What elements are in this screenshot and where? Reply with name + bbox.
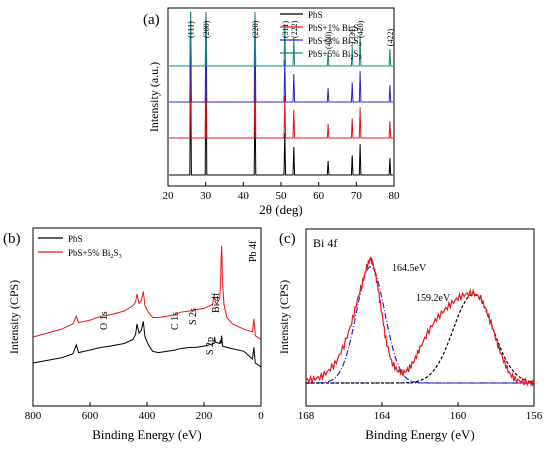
annotation-s2s: S 2s bbox=[188, 308, 199, 325]
legend-label-0: PbS bbox=[308, 10, 323, 20]
fit-curve-2 bbox=[306, 293, 535, 384]
annotation-peak-1: 164.5eV bbox=[392, 263, 427, 274]
peak-label-5: (400) bbox=[324, 31, 333, 49]
annotation-s2p: S 2p bbox=[205, 337, 216, 355]
annotation-c1s: C 1s bbox=[170, 312, 181, 330]
x-tick-label-0: 168 bbox=[298, 410, 315, 422]
annotation-pb4f: Pb 4f bbox=[248, 240, 259, 262]
panel-a-series-group bbox=[169, 11, 393, 176]
annotation-peak-2: 159.2eV bbox=[416, 293, 451, 304]
panel-c-ylabel: Intensity (CPS) bbox=[277, 280, 291, 354]
x-tick-label-3: 50 bbox=[276, 190, 288, 202]
panel-b-series-group bbox=[32, 245, 262, 368]
x-tick-label-6: 80 bbox=[389, 190, 401, 202]
peak-label-0: (111) bbox=[187, 21, 196, 38]
legend-label-1: PbS+5% Bi2S3 bbox=[68, 248, 122, 260]
series-line-3 bbox=[169, 11, 393, 67]
x-tick-label-0: 20 bbox=[163, 190, 175, 202]
peak-label-1: (200) bbox=[202, 20, 211, 38]
x-tick-label-4: 60 bbox=[313, 190, 325, 202]
measured-line bbox=[305, 256, 535, 387]
fit-curve-1 bbox=[306, 266, 534, 384]
panel-c-xlabel: Binding Energy (eV) bbox=[365, 427, 475, 442]
panel-b-label: (b) bbox=[3, 231, 21, 247]
series-line-1 bbox=[32, 245, 262, 341]
panel-c: (c) Bi 4f 168 164 160 156 Intensity (CPS) B… bbox=[277, 228, 543, 442]
annotation-bi4f: Bi 4f bbox=[211, 292, 222, 313]
annotation-o1s: O 1s bbox=[99, 311, 110, 330]
x-tick-label-2: 400 bbox=[139, 410, 156, 422]
peak-label-7: (420) bbox=[356, 20, 365, 38]
legend-label-2: PbS+3% Bi2S3 bbox=[308, 36, 362, 48]
x-tick-label-2: 160 bbox=[450, 410, 467, 422]
x-tick-label-3: 200 bbox=[196, 410, 213, 422]
panel-a-x-ticks: 20 30 40 50 60 70 80 bbox=[163, 182, 401, 202]
series-line-0 bbox=[32, 321, 262, 368]
panel-b-legend: PbS PbS+5% Bi2S3 bbox=[38, 234, 122, 260]
legend-label-0: PbS bbox=[68, 234, 83, 244]
legend-label-3: PbS+5% Bi2S3 bbox=[308, 49, 362, 61]
x-tick-label-3: 156 bbox=[526, 410, 543, 422]
panel-a-xlabel: 2θ (deg) bbox=[259, 202, 302, 217]
panel-b-x-ticks: 800 600 400 200 0 bbox=[25, 402, 264, 422]
panel-b-annotations: O 1s C 1s S 2s Bi 4f S 2p Pb 4f bbox=[99, 240, 259, 355]
panel-a-label: (a) bbox=[143, 12, 160, 28]
panel-c-series-group bbox=[305, 256, 535, 387]
peak-label-4: (222) bbox=[290, 20, 299, 38]
peak-label-3: (311) bbox=[281, 21, 290, 38]
panel-c-frame bbox=[305, 228, 535, 407]
legend-label-1: PbS+1% Bi2S3 bbox=[308, 23, 362, 35]
panel-b: (b) 800 600 400 200 0 Intensity (CPS) Bindin… bbox=[3, 227, 264, 442]
panel-c-x-ticks: 168 164 160 156 bbox=[298, 402, 543, 422]
x-tick-label-4: 0 bbox=[258, 410, 264, 422]
x-tick-label-0: 800 bbox=[25, 410, 42, 422]
x-tick-label-2: 40 bbox=[238, 190, 250, 202]
panel-c-title: Bi 4f bbox=[313, 236, 337, 250]
panel-b-ylabel: Intensity (CPS) bbox=[7, 280, 21, 354]
x-tick-label-1: 164 bbox=[374, 410, 391, 422]
x-tick-label-1: 600 bbox=[82, 410, 99, 422]
panel-b-xlabel: Binding Energy (eV) bbox=[92, 427, 202, 442]
panel-a-ylabel: Intensity (a.u.) bbox=[147, 62, 161, 132]
x-tick-label-5: 70 bbox=[351, 190, 363, 202]
peak-label-6: (331) bbox=[348, 26, 357, 44]
panel-a: (a) (111) (200) (220) (311) (222)(400) (331)(… bbox=[143, 7, 401, 217]
panel-c-label: (c) bbox=[279, 231, 296, 247]
peak-label-2: (220) bbox=[251, 20, 260, 38]
x-tick-label-1: 30 bbox=[200, 190, 212, 202]
peak-label-8: (422) bbox=[386, 29, 395, 47]
panel-a-peak-labels: (111) (200) (220) (311) (222) (400) (331)(420)… bbox=[187, 20, 395, 49]
